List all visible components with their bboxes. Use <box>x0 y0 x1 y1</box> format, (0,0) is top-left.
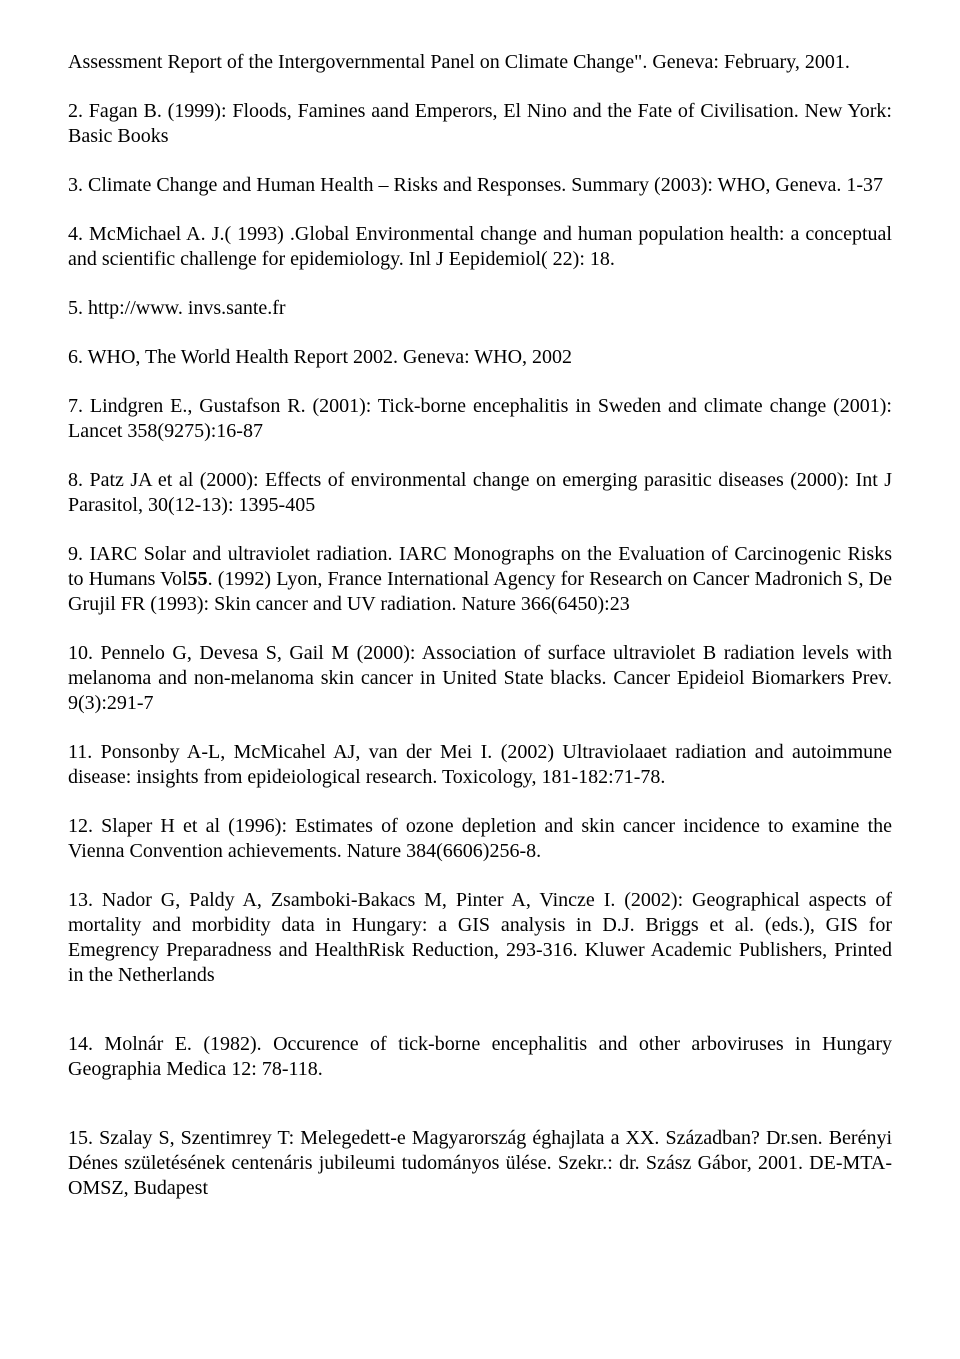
reference-item: 6. WHO, The World Health Report 2002. Ge… <box>68 345 892 370</box>
document-page: Assessment Report of the Intergovernment… <box>0 0 960 1359</box>
ref-text-bold: 55 <box>188 568 208 590</box>
reference-item: 4. McMichael A. J.( 1993) .Global Enviro… <box>68 222 892 272</box>
reference-item: 13. Nador G, Paldy A, Zsamboki-Bakacs M,… <box>68 888 892 988</box>
reference-item: 10. Pennelo G, Devesa S, Gail M (2000): … <box>68 641 892 716</box>
reference-item: 3. Climate Change and Human Health – Ris… <box>68 173 892 198</box>
reference-item: 8. Patz JA et al (2000): Effects of envi… <box>68 468 892 518</box>
reference-item: 15. Szalay S, Szentimrey T: Melegedett-e… <box>68 1126 892 1201</box>
reference-item: 5. http://www. invs.sante.fr <box>68 296 892 321</box>
reference-item: 7. Lindgren E., Gustafson R. (2001): Tic… <box>68 394 892 444</box>
reference-item: 11. Ponsonby A-L, McMicahel AJ, van der … <box>68 740 892 790</box>
reference-item: 14. Molnár E. (1982). Occurence of tick-… <box>68 1032 892 1082</box>
reference-item: 2. Fagan B. (1999): Floods, Famines aand… <box>68 99 892 149</box>
reference-item: 9. IARC Solar and ultraviolet radiation.… <box>68 542 892 617</box>
reference-item: Assessment Report of the Intergovernment… <box>68 50 892 75</box>
reference-item: 12. Slaper H et al (1996): Estimates of … <box>68 814 892 864</box>
